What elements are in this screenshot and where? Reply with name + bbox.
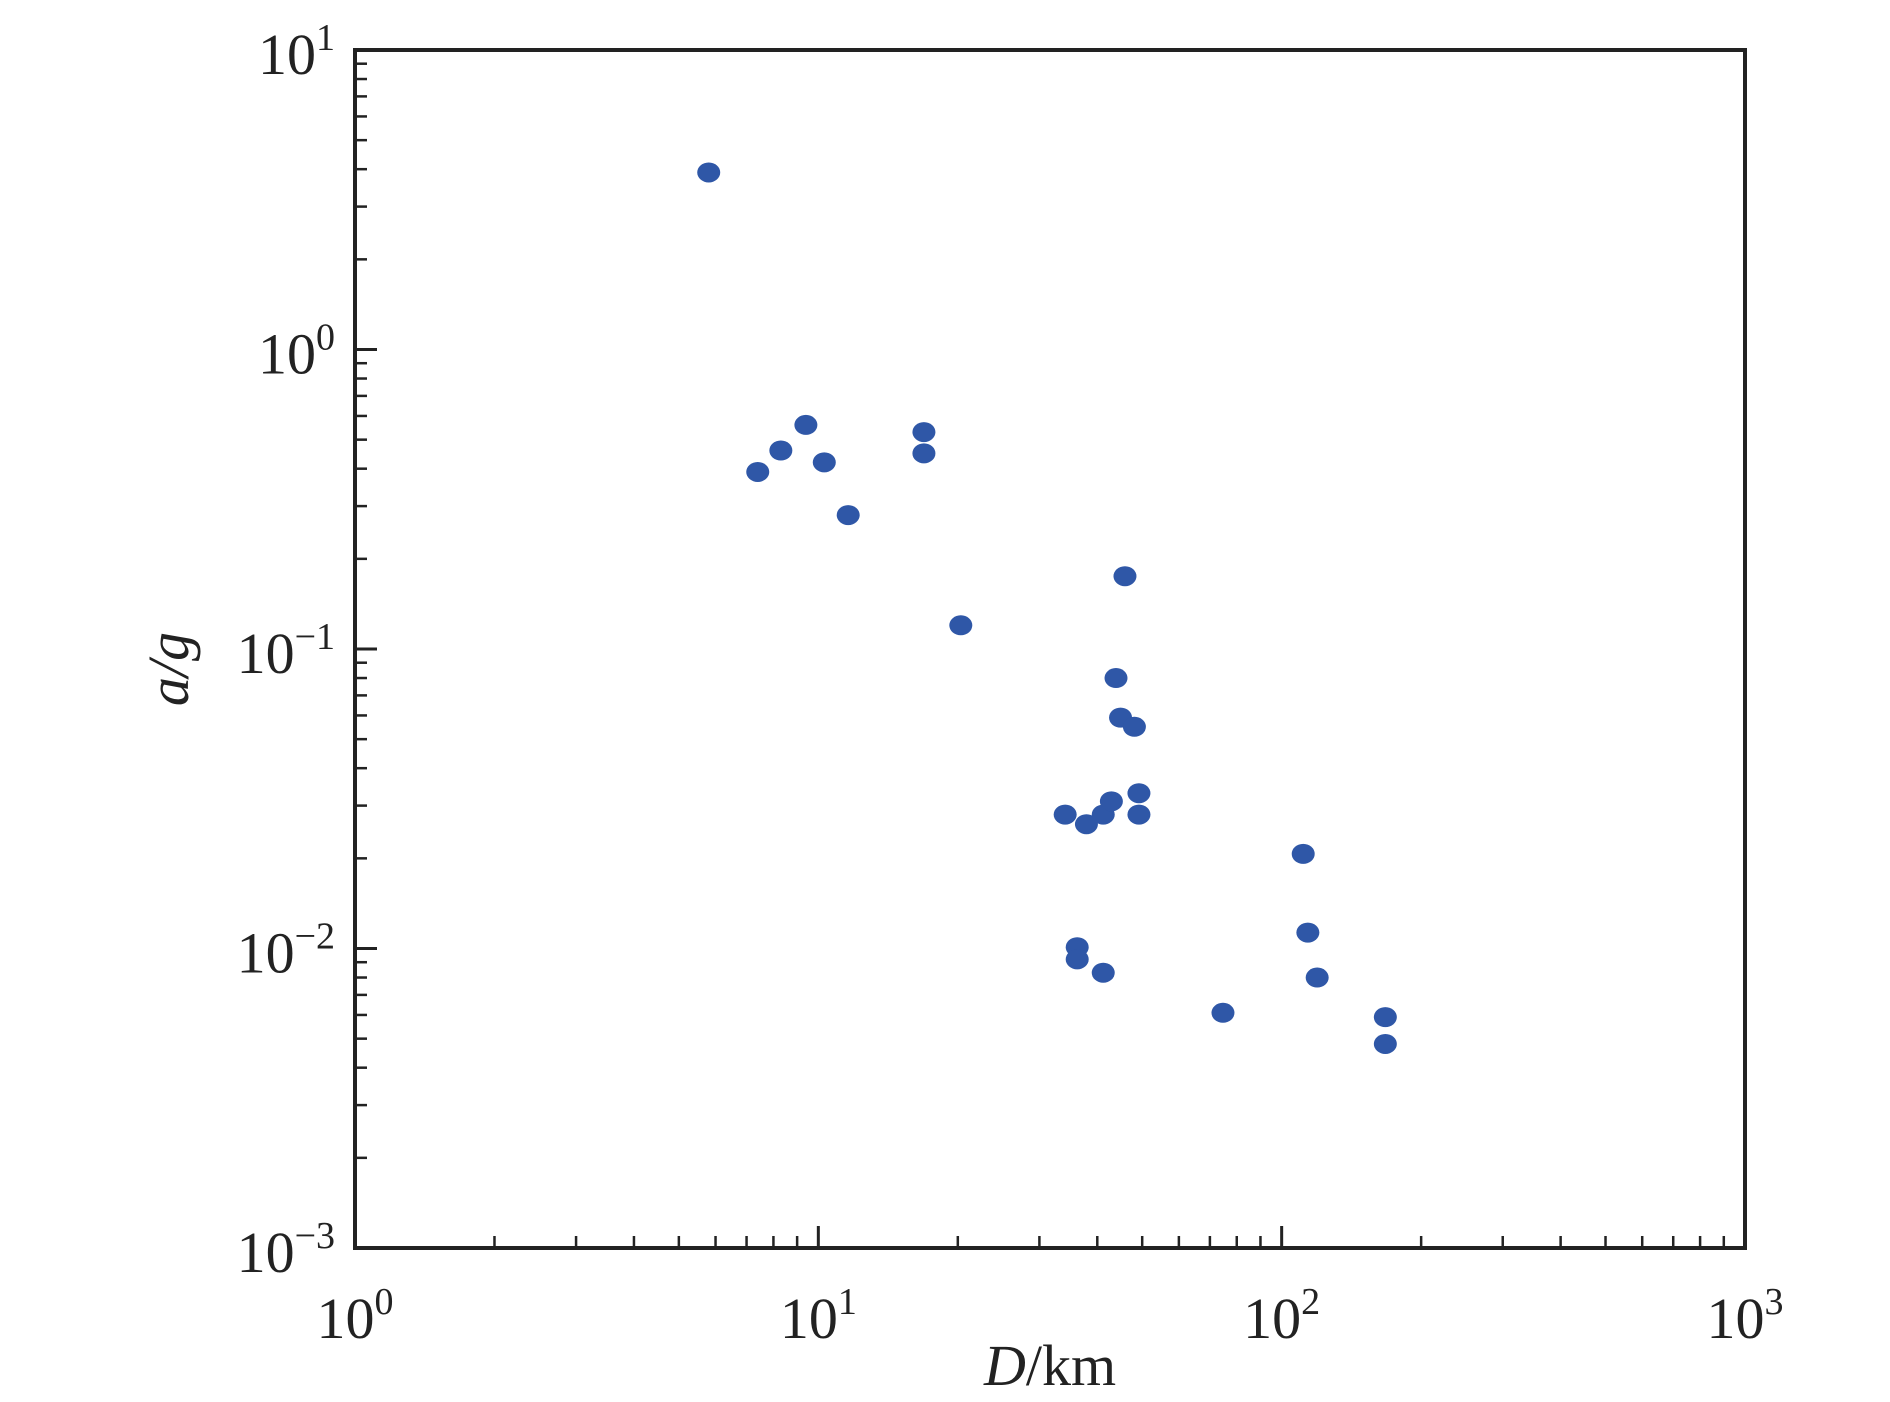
tick-base: 10 bbox=[258, 322, 316, 387]
tick-exponent: −3 bbox=[295, 1215, 335, 1257]
y-tick-label: 10−1 bbox=[237, 616, 335, 686]
data-point bbox=[836, 505, 860, 526]
data-point bbox=[1296, 922, 1320, 943]
tick-base: 10 bbox=[258, 22, 316, 87]
data-point bbox=[769, 440, 793, 461]
tick-exponent: 0 bbox=[316, 317, 335, 359]
tick-base: 10 bbox=[780, 1286, 838, 1351]
x-tick-labels: 100 101 102 103 bbox=[317, 1281, 1784, 1351]
data-point bbox=[1373, 1007, 1397, 1028]
data-point bbox=[1104, 668, 1128, 689]
y-tick-label: 10−3 bbox=[237, 1215, 335, 1285]
data-point bbox=[949, 615, 973, 636]
data-point bbox=[794, 414, 818, 435]
x-axis-unit: /km bbox=[1026, 1333, 1116, 1398]
data-point bbox=[1074, 814, 1098, 835]
data-point bbox=[1127, 783, 1151, 804]
x-axis-variable: D bbox=[983, 1333, 1026, 1398]
data-point bbox=[1211, 1002, 1235, 1023]
data-point bbox=[912, 443, 936, 464]
data-point bbox=[1305, 967, 1329, 988]
x-axis-title: D/km bbox=[983, 1333, 1116, 1398]
tick-base: 10 bbox=[1243, 1286, 1301, 1351]
tick-base: 10 bbox=[237, 621, 295, 686]
data-point bbox=[1053, 804, 1077, 825]
data-point bbox=[1099, 791, 1123, 812]
data-point bbox=[912, 422, 936, 443]
data-point bbox=[697, 162, 721, 183]
y-axis-variable: a/g bbox=[136, 632, 201, 706]
x-tick-label: 101 bbox=[780, 1281, 857, 1351]
tick-exponent: 1 bbox=[838, 1281, 857, 1323]
tick-exponent: 0 bbox=[375, 1281, 394, 1323]
data-point bbox=[1113, 566, 1137, 587]
minor-ticks bbox=[355, 62, 1726, 1248]
x-tick-label: 102 bbox=[1243, 1281, 1320, 1351]
x-tick-label: 100 bbox=[317, 1281, 394, 1351]
tick-base: 10 bbox=[1707, 1286, 1765, 1351]
y-tick-label: 101 bbox=[258, 17, 335, 87]
data-point bbox=[1065, 949, 1089, 970]
tick-exponent: 3 bbox=[1765, 1281, 1784, 1323]
data-point bbox=[1373, 1033, 1397, 1054]
tick-base: 10 bbox=[317, 1286, 375, 1351]
tick-exponent: −1 bbox=[295, 616, 335, 658]
tick-base: 10 bbox=[237, 921, 295, 986]
data-point bbox=[1291, 843, 1315, 864]
data-points bbox=[697, 162, 1397, 1054]
data-point bbox=[812, 452, 836, 473]
plot-frame bbox=[353, 48, 1747, 1250]
tick-exponent: 2 bbox=[1301, 1281, 1320, 1323]
data-point bbox=[1122, 716, 1146, 737]
x-tick-label: 103 bbox=[1707, 1281, 1784, 1351]
data-point bbox=[1091, 962, 1115, 983]
tick-exponent: −2 bbox=[295, 916, 335, 958]
tick-exponent: 1 bbox=[316, 17, 335, 59]
y-tick-label: 100 bbox=[258, 317, 335, 387]
tick-base: 10 bbox=[237, 1220, 295, 1285]
data-point bbox=[1127, 804, 1151, 825]
y-axis-title: a/g bbox=[136, 632, 201, 706]
y-tick-label: 10−2 bbox=[237, 916, 335, 986]
data-point bbox=[746, 461, 770, 482]
major-ticks bbox=[353, 48, 1747, 1250]
